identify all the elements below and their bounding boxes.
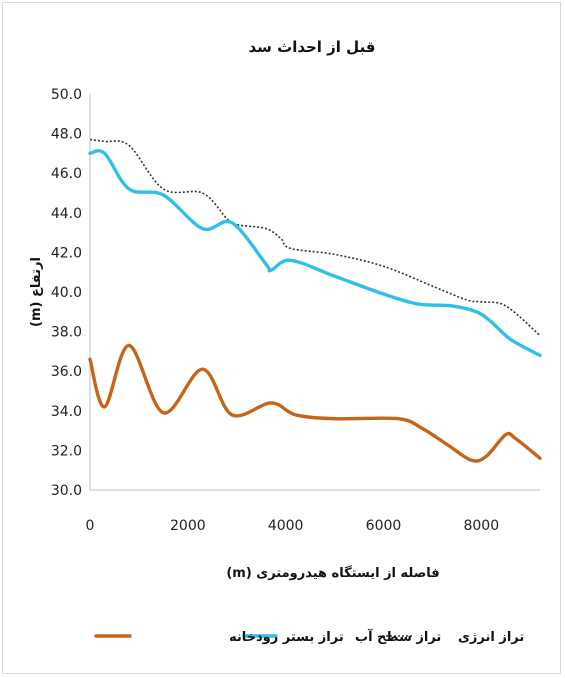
x-tick-label: 6000 bbox=[366, 518, 402, 534]
legend-label-1: تراز بستر رودخانه bbox=[229, 630, 344, 645]
x-axis-label: فاصله از ایستگاه هیدرومتری (m) bbox=[226, 565, 439, 581]
series-line-1 bbox=[88, 343, 542, 463]
x-tick-labels: 0 2000 4000 6000 8000 bbox=[86, 518, 500, 534]
y-tick-label: 30.0 bbox=[51, 483, 82, 499]
y-tick-label: 42.0 bbox=[51, 245, 82, 261]
y-tick-label: 48.0 bbox=[51, 127, 82, 143]
y-tick-label: 34.0 bbox=[51, 404, 82, 420]
y-tick-labels: 30.0 32.0 34.0 36.0 38.0 40.0 42.0 44.0 46.0 48.0… bbox=[51, 87, 82, 499]
series-lines bbox=[88, 138, 542, 463]
y-tick-label: 38.0 bbox=[51, 325, 82, 341]
y-tick-label: 46.0 bbox=[51, 166, 82, 182]
series-line-3 bbox=[89, 138, 541, 337]
y-tick-label: 40.0 bbox=[51, 285, 82, 301]
x-tick-label: 4000 bbox=[268, 518, 304, 534]
x-tick-label: 0 bbox=[86, 518, 95, 534]
y-tick-label: 44.0 bbox=[51, 206, 82, 222]
y-tick-label: 36.0 bbox=[51, 364, 82, 380]
y-tick-label: 32.0 bbox=[51, 443, 82, 459]
y-tick-label: 50.0 bbox=[51, 87, 82, 103]
legend-label-3: تراز انرژی bbox=[458, 630, 524, 645]
chart-title: قبل از احداث سد bbox=[248, 38, 375, 56]
series-line-2 bbox=[88, 149, 542, 358]
x-tick-label: 8000 bbox=[463, 518, 499, 534]
x-tick-label: 2000 bbox=[170, 518, 206, 534]
y-axis-label: ارتفاع (m) bbox=[29, 257, 44, 327]
legend-label-2: تراز سطح آب bbox=[355, 628, 441, 645]
legend: تراز انرژی تراز سطح آب تراز بستر رودخانه bbox=[94, 628, 524, 645]
